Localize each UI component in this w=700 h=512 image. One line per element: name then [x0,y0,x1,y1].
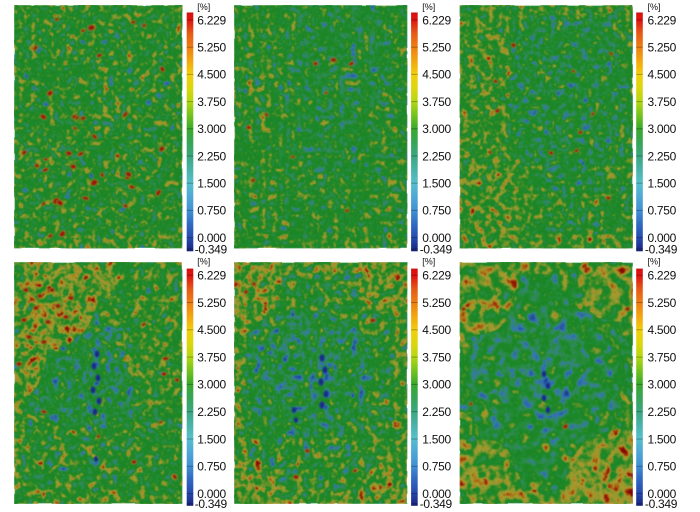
svg-text:0.750: 0.750 [197,204,226,218]
svg-text:1.500: 1.500 [197,177,226,191]
svg-text:2.250: 2.250 [648,149,677,163]
svg-text:-0.349: -0.349 [195,242,228,256]
svg-text:2.250: 2.250 [422,149,451,163]
svg-text:1.500: 1.500 [422,432,451,446]
svg-text:[%]: [%] [197,257,210,267]
svg-text:6.229: 6.229 [422,269,451,283]
svg-text:6.229: 6.229 [422,13,451,27]
svg-text:3.750: 3.750 [197,350,226,364]
svg-text:-0.349: -0.349 [645,497,678,511]
svg-text:0.000: 0.000 [197,487,226,501]
svg-text:[%]: [%] [197,2,210,12]
svg-text:2.250: 2.250 [197,405,226,419]
svg-text:0.000: 0.000 [648,231,677,245]
svg-text:1.500: 1.500 [197,432,226,446]
svg-text:3.750: 3.750 [648,350,677,364]
svg-text:5.250: 5.250 [422,41,451,55]
svg-text:0.750: 0.750 [422,204,451,218]
svg-text:3.000: 3.000 [197,122,226,136]
svg-text:0.000: 0.000 [422,487,451,501]
svg-text:3.750: 3.750 [197,95,226,109]
svg-text:5.250: 5.250 [197,41,226,55]
svg-text:2.250: 2.250 [422,405,451,419]
svg-text:0.750: 0.750 [197,460,226,474]
svg-text:6.229: 6.229 [648,269,677,283]
svg-text:0.000: 0.000 [197,231,226,245]
svg-text:4.500: 4.500 [648,323,677,337]
svg-text:6.229: 6.229 [197,269,226,283]
svg-text:[%]: [%] [648,257,661,267]
svg-text:[%]: [%] [648,2,661,12]
svg-text:4.500: 4.500 [422,323,451,337]
svg-text:1.500: 1.500 [648,432,677,446]
svg-text:[%]: [%] [422,257,435,267]
svg-text:0.750: 0.750 [648,204,677,218]
svg-text:[%]: [%] [422,2,435,12]
svg-text:4.500: 4.500 [422,68,451,82]
svg-text:2.250: 2.250 [648,405,677,419]
svg-text:3.750: 3.750 [422,350,451,364]
svg-text:2.250: 2.250 [197,149,226,163]
svg-text:4.500: 4.500 [197,323,226,337]
svg-text:3.000: 3.000 [648,122,677,136]
svg-text:3.000: 3.000 [648,378,677,392]
svg-text:5.250: 5.250 [648,41,677,55]
svg-text:3.000: 3.000 [197,378,226,392]
svg-text:0.000: 0.000 [648,487,677,501]
svg-text:5.250: 5.250 [648,296,677,310]
svg-text:0.000: 0.000 [422,231,451,245]
svg-text:4.500: 4.500 [197,68,226,82]
svg-text:0.750: 0.750 [648,460,677,474]
svg-text:3.000: 3.000 [422,378,451,392]
svg-text:4.500: 4.500 [648,68,677,82]
svg-text:-0.349: -0.349 [645,242,678,256]
svg-text:3.000: 3.000 [422,122,451,136]
svg-text:-0.349: -0.349 [420,497,453,511]
svg-text:6.229: 6.229 [648,13,677,27]
svg-text:1.500: 1.500 [648,177,677,191]
svg-text:3.750: 3.750 [422,95,451,109]
svg-text:5.250: 5.250 [197,296,226,310]
svg-text:0.750: 0.750 [422,460,451,474]
svg-text:-0.349: -0.349 [420,242,453,256]
svg-text:-0.349: -0.349 [195,497,228,511]
svg-text:3.750: 3.750 [648,95,677,109]
svg-text:6.229: 6.229 [197,13,226,27]
svg-text:1.500: 1.500 [422,177,451,191]
svg-text:5.250: 5.250 [422,296,451,310]
